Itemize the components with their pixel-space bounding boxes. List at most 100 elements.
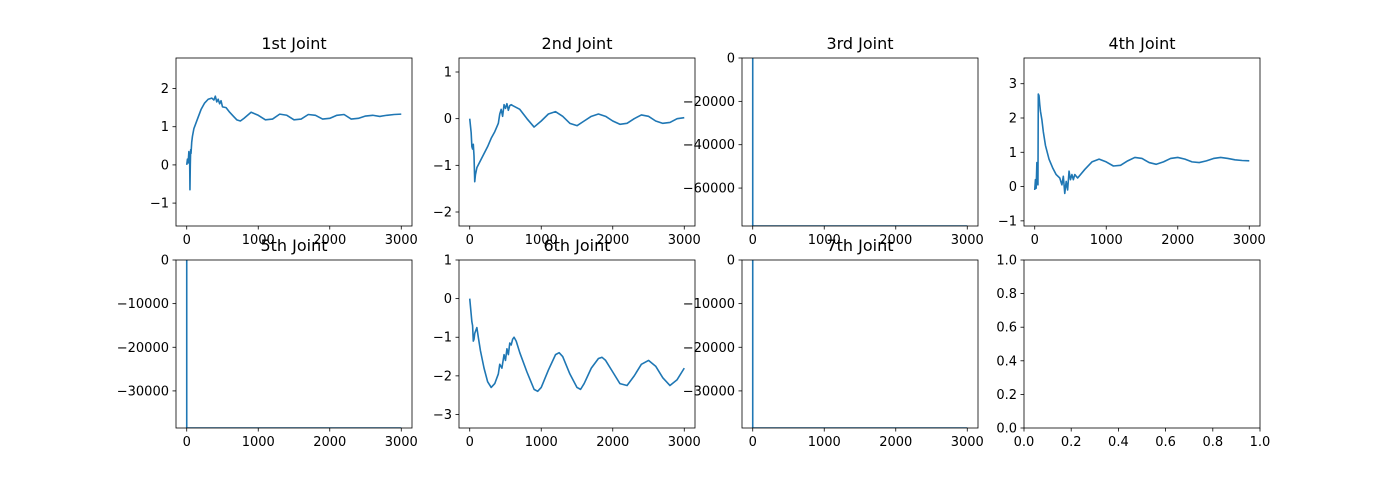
x-tick-label: 0.8 [1202,435,1223,450]
x-tick-label: 3000 [668,435,701,450]
y-tick-label: −30000 [117,384,169,399]
y-tick-label: −2 [433,206,452,221]
x-tick-label: 3000 [951,233,984,248]
series-line-3-1 [751,58,968,226]
x-tick-label: 2000 [879,435,912,450]
subplot-title: 6th Joint [543,236,610,255]
x-tick-label: 0.4 [1108,435,1129,450]
y-tick-label: −1 [433,159,452,174]
y-tick-label: 0.8 [996,287,1017,302]
y-tick-label: 0 [444,112,452,127]
y-tick-label: 0 [444,292,452,307]
series-line-5-1 [185,260,402,428]
y-tick-label: −60000 [683,182,735,197]
x-tick-label: 0.0 [1014,435,1035,450]
x-tick-label: 1000 [242,233,275,248]
y-tick-label: −20000 [683,95,735,110]
x-tick-label: 3000 [951,435,984,450]
series-line-6-1 [468,298,685,393]
x-tick-label: 0 [466,233,474,248]
y-tick-label: −20000 [117,341,169,356]
x-tick-label: 1000 [242,435,275,450]
y-tick-label: 0 [727,52,735,67]
subplot-4: 0 1000 2000 3000 −1 0 1 2 3 4th Joint [998,34,1266,248]
y-tick-label: 1 [161,120,169,135]
subplot-3: 0 1000 2000 3000 −60000 −40000 −20000 0 3rd Join… [683,34,984,248]
y-tick-label: 2 [1009,112,1017,127]
y-tick-label: 1.0 [996,254,1017,269]
y-tick-label: 0.4 [996,354,1017,369]
y-tick-label: 0 [161,254,169,269]
y-tick-label: −20000 [683,341,735,356]
x-tick-label: 1000 [525,233,558,248]
y-tick-label: 0.6 [996,321,1017,336]
x-tick-label: 1000 [808,233,841,248]
y-tick-label: −2 [433,369,452,384]
y-tick-label: −10000 [117,297,169,312]
subplot-title: 4th Joint [1108,34,1175,53]
y-tick-label: −30000 [683,384,735,399]
x-tick-label: 3000 [385,435,418,450]
x-tick-label: 2000 [313,233,346,248]
y-tick-label: 1 [444,66,452,81]
x-tick-label: 0 [1031,233,1039,248]
x-tick-label: 3000 [668,233,701,248]
x-tick-label: 3000 [1233,233,1266,248]
series-line-7-1 [751,260,968,428]
y-tick-label: 1 [444,254,452,269]
subplot-title: 3rd Joint [826,34,893,53]
x-tick-label: 0.6 [1155,435,1176,450]
y-tick-label: 1 [1009,146,1017,161]
y-tick-label: −10000 [683,297,735,312]
axes-frame [1023,259,1261,429]
subplot-2: 0 1000 2000 3000 −2 −1 0 1 2nd Joint [433,34,701,248]
subplot-title: 1st Joint [261,34,326,53]
y-tick-label: 0 [161,158,169,173]
axes-frame [741,57,979,227]
subplot-8: 0.0 0.2 0.4 0.6 0.8 1.0 0.0 0.2 0.4 0.6 0.8 1.0 [996,254,1270,451]
x-tick-label: 2000 [596,435,629,450]
y-tick-label: −3 [433,408,452,423]
subplot-5: 0 1000 2000 3000 −30000 −20000 −10000 0 5th Join… [117,236,418,450]
x-tick-label: 0 [183,435,191,450]
x-tick-label: 0 [749,435,757,450]
y-tick-label: −1 [150,197,169,212]
y-tick-label: −1 [998,214,1017,229]
x-tick-label: 1000 [808,435,841,450]
axes-frame [1023,57,1261,227]
x-tick-label: 3000 [385,233,418,248]
axes-frame [458,259,696,429]
y-tick-label: 0 [1009,180,1017,195]
subplot-title: 5th Joint [260,236,327,255]
axes-frame [458,57,696,227]
y-tick-label: 0.2 [996,388,1017,403]
series-line-4-1 [1033,93,1250,195]
x-tick-label: 0 [466,435,474,450]
y-tick-label: 0 [727,254,735,269]
axes-frame [175,57,413,227]
x-tick-label: 2000 [879,233,912,248]
series-line-1-1 [185,95,402,191]
subplot-title: 2nd Joint [542,34,613,53]
series-line-2-1 [468,102,685,183]
x-tick-label: 0.2 [1061,435,1082,450]
x-tick-label: 1000 [1090,233,1123,248]
x-tick-label: 1000 [525,435,558,450]
axes-frame [175,259,413,429]
x-tick-label: 2000 [1161,233,1194,248]
x-tick-label: 0 [183,233,191,248]
y-tick-label: 3 [1009,77,1017,92]
y-tick-label: 2 [161,82,169,97]
axes-frame [741,259,979,429]
subplot-7: 0 1000 2000 3000 −30000 −20000 −10000 0 7th Join… [683,236,984,450]
x-tick-label: 2000 [596,233,629,248]
y-tick-label: 0.0 [996,422,1017,437]
y-tick-label: −1 [433,331,452,346]
y-tick-label: −40000 [683,138,735,153]
x-tick-label: 0 [749,233,757,248]
subplot-1: 0 1000 2000 3000 −1 0 1 2 1st Joint [150,34,418,248]
x-tick-label: 1.0 [1250,435,1271,450]
x-tick-label: 2000 [313,435,346,450]
